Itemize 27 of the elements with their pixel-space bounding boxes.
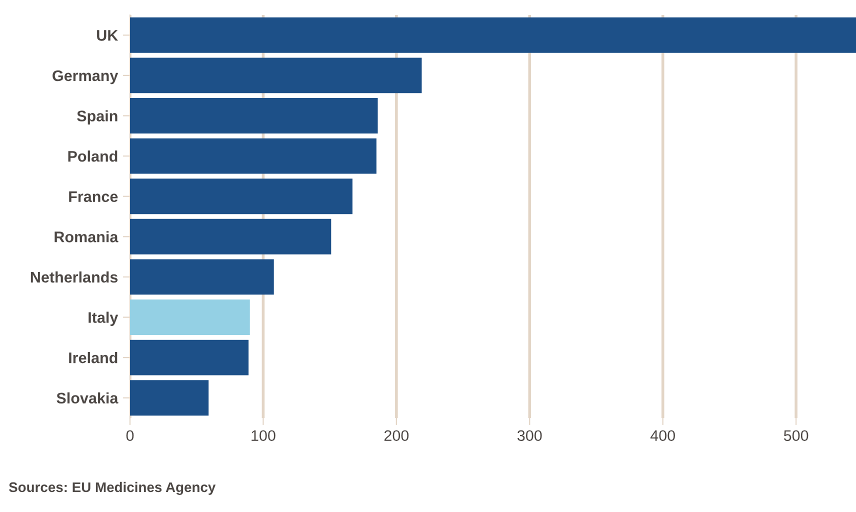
x-tick-label: 500 <box>784 430 808 442</box>
y-tick-label: Ireland <box>69 352 118 364</box>
y-tick-label: Slovakia <box>56 392 118 404</box>
bar <box>130 380 209 416</box>
y-tick-label: France <box>69 191 118 202</box>
y-tick-label: Netherlands <box>30 271 118 283</box>
bar <box>130 300 250 335</box>
y-tick-label: Poland <box>68 150 118 162</box>
y-tick-label: Italy <box>88 312 118 326</box>
x-tick-label: 200 <box>384 430 409 442</box>
x-tick-label: 400 <box>650 430 675 442</box>
bar <box>130 259 274 295</box>
y-tick-label: Germany <box>52 70 118 84</box>
y-tick-label: Spain <box>77 110 118 124</box>
x-tick-label: 100 <box>252 430 276 442</box>
x-tick-label: 300 <box>517 430 542 442</box>
bar <box>130 178 352 214</box>
bar <box>130 58 422 94</box>
source-note: Sources: EU Medicines Agency <box>8 482 216 495</box>
x-tick-label: 0 <box>126 430 134 442</box>
y-tick-label: Romania <box>54 231 118 242</box>
bar <box>130 218 332 254</box>
y-tick-label: UK <box>97 30 118 41</box>
bar <box>130 17 856 53</box>
bar <box>130 98 378 134</box>
bar <box>130 340 249 376</box>
bar <box>130 138 376 174</box>
